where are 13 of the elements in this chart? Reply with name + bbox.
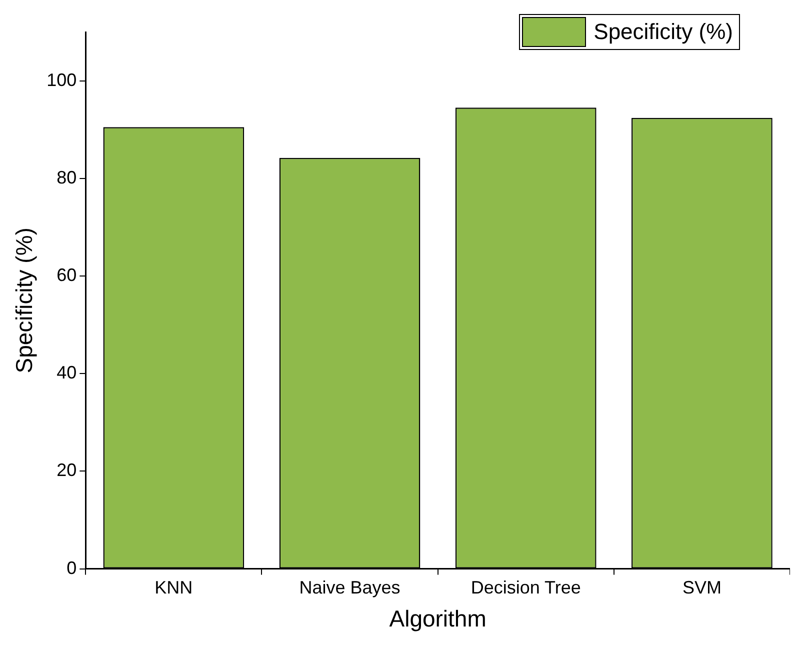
y-tick-label: 100 [46, 70, 77, 90]
y-tick-label: 40 [56, 362, 77, 383]
legend-box: Specificity (%) [518, 14, 740, 50]
x-axis-title: Algorithm [389, 606, 486, 632]
y-axis-title: Specificity (%) [11, 228, 38, 374]
x-tick-label: Decision Tree [470, 578, 581, 598]
x-tick-label: Naive Bayes [299, 578, 400, 598]
y-tick-label: 60 [56, 264, 77, 285]
y-tick-label: 20 [56, 460, 77, 480]
y-tick-label: 0 [66, 558, 77, 578]
x-tick-label: KNN [154, 578, 193, 598]
y-tick-label: 80 [56, 167, 77, 188]
x-tick-label: SVM [682, 578, 722, 598]
